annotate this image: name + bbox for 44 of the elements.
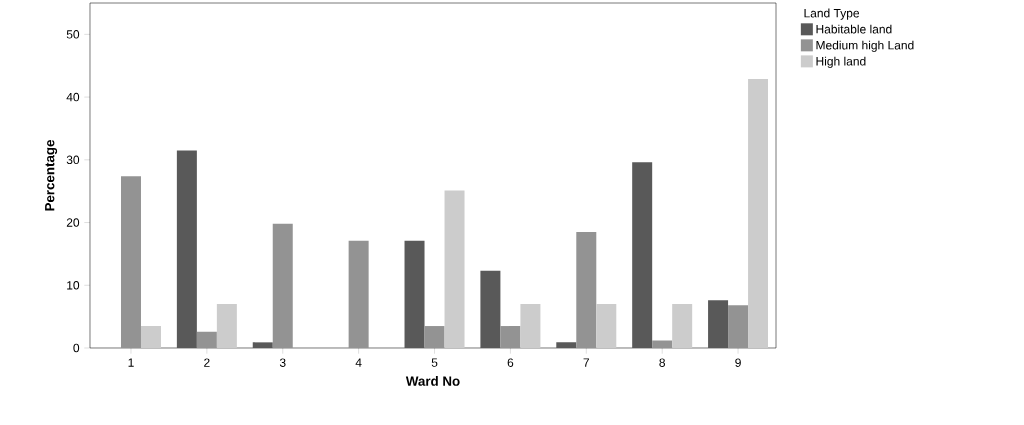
x-tick-label: 8 — [659, 358, 665, 367]
y-axis-title: Percentage — [45, 140, 58, 211]
x-tick-label: 9 — [735, 358, 741, 367]
bar — [176, 150, 197, 348]
x-tick-label: 1 — [128, 358, 134, 367]
y-tick-label: 50 — [66, 30, 80, 39]
x-axis-title: Ward No — [405, 376, 460, 386]
bar — [216, 304, 237, 348]
y-tick-label: 10 — [67, 281, 80, 290]
y-tick-label: 20 — [66, 218, 80, 227]
bar — [500, 326, 521, 348]
y-tick-label: 40 — [66, 92, 80, 102]
bar — [652, 340, 673, 348]
x-tick-label: 4 — [355, 358, 362, 367]
bar — [728, 305, 749, 348]
bar — [444, 190, 465, 348]
bar — [520, 304, 541, 348]
bar — [272, 223, 293, 348]
bar — [708, 300, 729, 348]
bar — [196, 331, 217, 348]
bar — [480, 270, 501, 348]
bar — [632, 162, 653, 348]
bar — [596, 304, 617, 348]
bar — [140, 326, 161, 348]
bar — [120, 176, 141, 348]
bar — [404, 240, 425, 348]
legend-label: Habitable land — [816, 24, 892, 34]
y-tick-label: 30 — [66, 155, 80, 165]
x-tick-label: 7 — [583, 358, 590, 367]
x-tick-label: 6 — [507, 358, 514, 367]
bar — [748, 78, 769, 348]
bar — [252, 342, 273, 348]
legend-title: Land Type — [804, 8, 860, 20]
legend-label: High land — [816, 56, 866, 68]
x-tick-label: 3 — [279, 358, 286, 367]
bar — [348, 240, 369, 348]
bar — [424, 326, 445, 348]
bar — [556, 342, 577, 348]
bar — [576, 231, 597, 348]
bar — [672, 304, 693, 348]
legend-label: Medium high Land — [816, 40, 914, 52]
x-tick-label: 5 — [431, 358, 438, 367]
x-tick-label: 2 — [204, 358, 210, 367]
y-tick-label: 0 — [73, 343, 80, 353]
